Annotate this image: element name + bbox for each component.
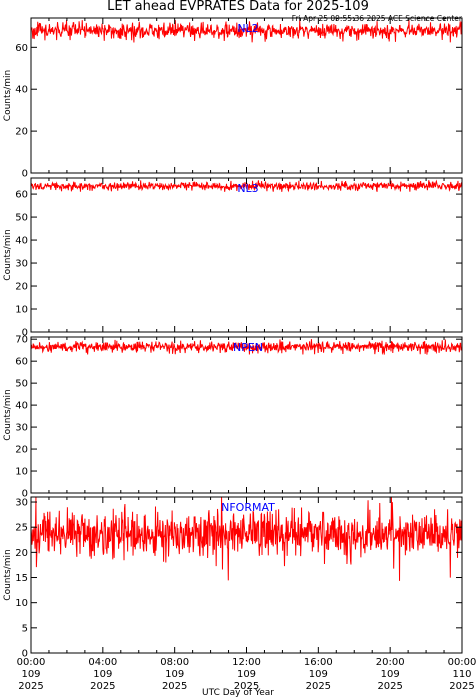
x-tick-label-doy: 109 <box>237 669 256 680</box>
x-axis-label: UTC Day of Year <box>202 688 274 698</box>
y-axis-label: Counts/min <box>3 389 13 440</box>
y-tick-label: 0 <box>22 489 28 500</box>
y-tick-label: 15 <box>15 573 28 584</box>
x-tick-label-doy: 110 <box>452 669 471 680</box>
x-tick-label-doy: 109 <box>309 669 328 680</box>
y-tick-label: 20 <box>15 548 28 559</box>
y-axis-label: Counts/min <box>3 70 13 121</box>
plot-frame <box>30 336 463 494</box>
y-tick-label: 50 <box>15 213 28 224</box>
chart-title: LET ahead EVPRATES Data for 2025-109 <box>107 0 369 14</box>
y-tick-label: 40 <box>15 236 28 247</box>
x-tick-label-year: 2025 <box>234 681 259 692</box>
y-axis-label: Counts/min <box>3 229 13 280</box>
y-tick-label: 40 <box>15 401 28 412</box>
x-tick-label-year: 2025 <box>90 681 115 692</box>
y-tick-label: 50 <box>15 379 28 390</box>
y-tick-label: 20 <box>15 445 28 456</box>
plot-frame <box>30 17 463 174</box>
y-tick-label: 10 <box>15 305 28 316</box>
panel-label-nl3: NL3 <box>237 182 258 195</box>
y-tick-label: 70 <box>15 335 28 346</box>
y-tick-label: 25 <box>15 523 28 534</box>
data-series-nl2 <box>30 20 463 43</box>
x-tick-label-year: 2025 <box>18 681 43 692</box>
panel-label-npen: NPEN <box>233 341 263 354</box>
x-tick-label-doy: 109 <box>93 669 112 680</box>
panels-group: 0204060Counts/minNL20102030405060Counts/… <box>3 17 476 692</box>
panel-label-nformat: NFORMAT <box>221 501 275 514</box>
y-tick-label: 0 <box>22 328 28 339</box>
y-axis-label: Counts/min <box>3 549 13 600</box>
x-tick-label-year: 2025 <box>162 681 187 692</box>
data-series-nformat <box>30 496 463 581</box>
data-series-nl3 <box>30 179 463 193</box>
y-tick-label: 60 <box>15 357 28 368</box>
plot-frame <box>30 496 463 654</box>
y-tick-label: 10 <box>15 467 28 478</box>
data-series-npen <box>30 339 463 356</box>
x-tick-label-time: 04:00 <box>88 657 117 668</box>
x-tick-label-time: 08:00 <box>160 657 189 668</box>
x-tick-label-doy: 109 <box>381 669 400 680</box>
y-tick-label: 30 <box>15 259 28 270</box>
y-tick-label: 0 <box>22 649 28 660</box>
x-tick-label-time: 00:00 <box>448 657 476 668</box>
y-tick-label: 20 <box>15 282 28 293</box>
y-tick-label: 60 <box>15 190 28 201</box>
y-tick-label: 20 <box>15 127 28 138</box>
x-tick-label-year: 2025 <box>377 681 402 692</box>
x-tick-label-time: 20:00 <box>376 657 405 668</box>
y-tick-label: 10 <box>15 598 28 609</box>
x-tick-label-doy: 109 <box>165 669 184 680</box>
y-tick-label: 5 <box>22 623 28 634</box>
y-tick-label: 40 <box>15 85 28 96</box>
x-tick-label-time: 16:00 <box>304 657 333 668</box>
y-tick-label: 0 <box>22 169 28 180</box>
x-tick-label-time: 12:00 <box>232 657 261 668</box>
y-tick-label: 30 <box>15 498 28 509</box>
plot-frame <box>30 177 463 333</box>
y-tick-label: 60 <box>15 43 28 54</box>
x-tick-label-doy: 109 <box>21 669 40 680</box>
x-tick-label-year: 2025 <box>449 681 474 692</box>
x-tick-label-year: 2025 <box>306 681 331 692</box>
panel-label-nl2: NL2 <box>237 22 258 35</box>
x-tick-label-time: 00:00 <box>17 657 46 668</box>
y-tick-label: 30 <box>15 423 28 434</box>
